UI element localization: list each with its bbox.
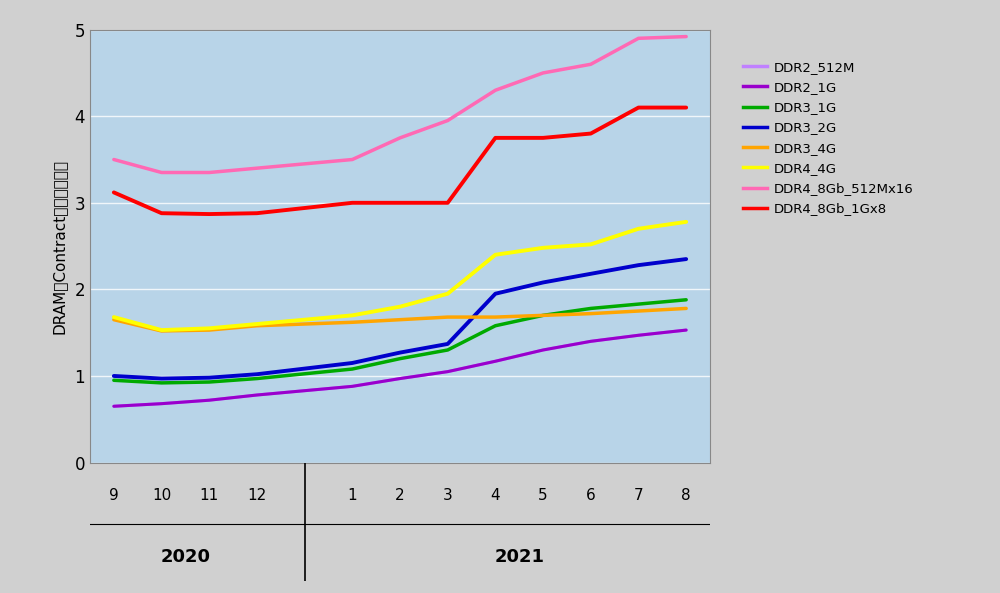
- Text: 6: 6: [586, 488, 596, 503]
- Y-axis label: DRAMのContract価格（ドル）: DRAMのContract価格（ドル）: [51, 158, 66, 334]
- Text: 4: 4: [491, 488, 500, 503]
- Text: 10: 10: [152, 488, 171, 503]
- Text: 8: 8: [681, 488, 691, 503]
- Text: 2: 2: [395, 488, 405, 503]
- Legend: DDR2_512M, DDR2_1G, DDR3_1G, DDR3_2G, DDR3_4G, DDR4_4G, DDR4_8Gb_512Mx16, DDR4_8: DDR2_512M, DDR2_1G, DDR3_1G, DDR3_2G, DD…: [737, 54, 920, 222]
- Text: 1: 1: [347, 488, 357, 503]
- Text: 2021: 2021: [494, 549, 544, 566]
- Text: 12: 12: [247, 488, 267, 503]
- Text: 2020: 2020: [160, 549, 210, 566]
- Text: 7: 7: [634, 488, 643, 503]
- Text: 5: 5: [538, 488, 548, 503]
- Text: 11: 11: [200, 488, 219, 503]
- Text: 9: 9: [109, 488, 119, 503]
- Text: 3: 3: [443, 488, 453, 503]
